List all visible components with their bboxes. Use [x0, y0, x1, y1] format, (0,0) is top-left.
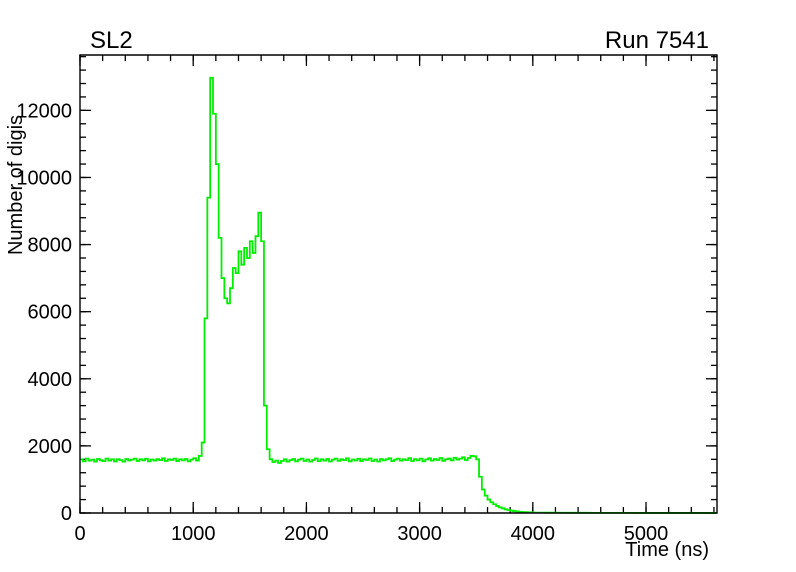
tick-label: 6000: [28, 302, 73, 324]
tick-label: 8000: [28, 235, 73, 257]
tick-label: 5000: [624, 523, 669, 545]
panel-label-sl2: SL2: [90, 27, 133, 54]
tick-label: 1000: [171, 523, 216, 545]
run-number-label: Run 7541: [605, 27, 709, 54]
tick-label: 2000: [284, 523, 329, 545]
y-axis-title: Number of digis: [5, 115, 27, 255]
tick-label: 2000: [28, 436, 73, 458]
digi-time-curve: [80, 76, 717, 514]
plot-frame: [79, 54, 718, 514]
tick-label: 3000: [397, 523, 442, 545]
tick-label: 0: [61, 503, 72, 525]
tick-label: 10000: [16, 167, 72, 189]
x-axis-title: Time (ns): [625, 539, 709, 561]
tick-label: 4000: [511, 523, 556, 545]
tick-label: 0: [74, 523, 85, 545]
tick-label: 4000: [28, 369, 73, 391]
axis-tick-labels: 0 1000 2000 3000 4000 5000 0 2000 4000 6000 8000 10…: [16, 100, 668, 545]
tick-label: 12000: [16, 100, 72, 122]
